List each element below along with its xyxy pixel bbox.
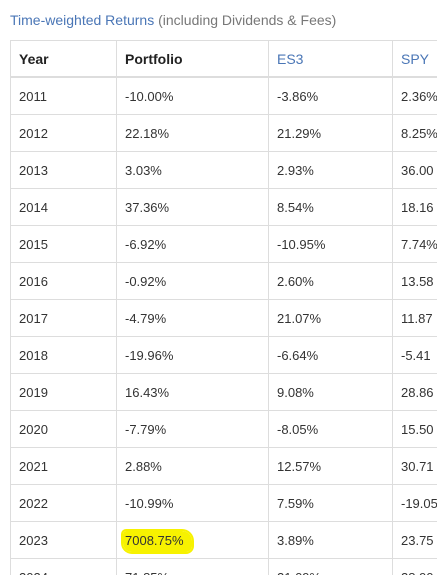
table-row: 2016 -0.92% 2.60% 13.58	[10, 262, 437, 300]
cell-spy: 36.00	[392, 151, 437, 189]
cell-portfolio: 3.03%	[116, 151, 269, 189]
cell-spy: 7.74%	[392, 225, 437, 263]
cell-es3: 9.08%	[268, 373, 393, 411]
cell-spy: 28.86	[392, 373, 437, 411]
table-row: 2013 3.03% 2.93% 36.00	[10, 151, 437, 189]
cell-portfolio: -10.99%	[116, 484, 269, 522]
cell-spy: 15.50	[392, 410, 437, 448]
table-caption: Time-weighted Returns (including Dividen…	[10, 11, 336, 29]
table-row: 2023 7008.75% 3.89% 23.75	[10, 521, 437, 559]
column-header-portfolio: Portfolio	[116, 40, 269, 78]
column-header-es3-link[interactable]: ES3	[268, 40, 393, 78]
cell-spy: -5.41	[392, 336, 437, 374]
returns-table: Year Portfolio ES3 SPY 2011 -10.00% -3.86%…	[10, 40, 437, 575]
table-row: 2011 -10.00% -3.86% 2.36%	[10, 76, 437, 115]
cell-portfolio: 71.85%	[116, 558, 269, 575]
cell-es3: -8.05%	[268, 410, 393, 448]
cell-portfolio: 2.88%	[116, 447, 269, 485]
cell-es3: 21.29%	[268, 114, 393, 152]
column-header-year: Year	[10, 40, 117, 78]
cell-year: 2018	[10, 336, 117, 374]
section-note: (including Dividends & Fees)	[154, 12, 337, 28]
table-row: 2021 2.88% 12.57% 30.71	[10, 447, 437, 485]
cell-year: 2019	[10, 373, 117, 411]
cell-year: 2015	[10, 225, 117, 263]
table-header-row: Year Portfolio ES3 SPY	[10, 40, 437, 78]
table-body: 2011 -10.00% -3.86% 2.36% 2012 22.18% 21.29% 8.…	[10, 76, 437, 575]
cell-year: 2021	[10, 447, 117, 485]
table-row: 2017 -4.79% 21.07% 11.87	[10, 299, 437, 337]
cell-year: 2024	[10, 558, 117, 575]
cell-spy: 30.71	[392, 447, 437, 485]
cell-portfolio: 22.18%	[116, 114, 269, 152]
cell-es3: 12.57%	[268, 447, 393, 485]
cell-spy: 11.87	[392, 299, 437, 337]
cell-es3: 21.07%	[268, 299, 393, 337]
cell-year: 2012	[10, 114, 117, 152]
cell-es3: 8.54%	[268, 188, 393, 226]
cell-spy: 2.36%	[392, 76, 437, 115]
section-title: Time-weighted Returns	[10, 12, 155, 28]
cell-portfolio: -4.79%	[116, 299, 269, 337]
cell-spy: 28.90	[392, 558, 437, 575]
cell-year: 2017	[10, 299, 117, 337]
cell-es3: 7.59%	[268, 484, 393, 522]
cell-year: 2011	[10, 76, 117, 115]
table-row: 2012 22.18% 21.29% 8.25%	[10, 114, 437, 152]
table-row: 2022 -10.99% 7.59% -19.05	[10, 484, 437, 522]
cell-year: 2016	[10, 262, 117, 300]
cell-es3: 21.09%	[268, 558, 393, 575]
cell-portfolio: -7.79%	[116, 410, 269, 448]
cell-portfolio: -6.92%	[116, 225, 269, 263]
cell-portfolio: 7008.75%	[116, 521, 269, 559]
cell-es3: 3.89%	[268, 521, 393, 559]
cell-spy: -19.05	[392, 484, 437, 522]
cell-spy: 18.16	[392, 188, 437, 226]
cell-spy: 23.75	[392, 521, 437, 559]
table-row: 2018 -19.96% -6.64% -5.41	[10, 336, 437, 374]
cell-portfolio: 16.43%	[116, 373, 269, 411]
cell-portfolio: -19.96%	[116, 336, 269, 374]
table-row: 2015 -6.92% -10.95% 7.74%	[10, 225, 437, 263]
cell-es3: 2.60%	[268, 262, 393, 300]
cell-year: 2023	[10, 521, 117, 559]
cell-portfolio: 37.36%	[116, 188, 269, 226]
cell-portfolio: -0.92%	[116, 262, 269, 300]
cell-year: 2014	[10, 188, 117, 226]
cell-year: 2022	[10, 484, 117, 522]
cell-year: 2020	[10, 410, 117, 448]
cell-year: 2013	[10, 151, 117, 189]
table-row: 2020 -7.79% -8.05% 15.50	[10, 410, 437, 448]
cell-spy: 8.25%	[392, 114, 437, 152]
cell-es3: -10.95%	[268, 225, 393, 263]
table-row: 2019 16.43% 9.08% 28.86	[10, 373, 437, 411]
column-header-spy-link[interactable]: SPY	[392, 40, 437, 78]
highlighted-value: 7008.75%	[123, 530, 192, 552]
table-row: 202471.85%21.09%28.90	[10, 558, 437, 575]
cell-es3: -6.64%	[268, 336, 393, 374]
cell-portfolio: -10.00%	[116, 76, 269, 115]
returns-table-container: Year Portfolio ES3 SPY 2011 -10.00% -3.86%…	[10, 40, 437, 575]
table-row: 2014 37.36% 8.54% 18.16	[10, 188, 437, 226]
cell-es3: -3.86%	[268, 76, 393, 115]
cell-spy: 13.58	[392, 262, 437, 300]
cell-es3: 2.93%	[268, 151, 393, 189]
